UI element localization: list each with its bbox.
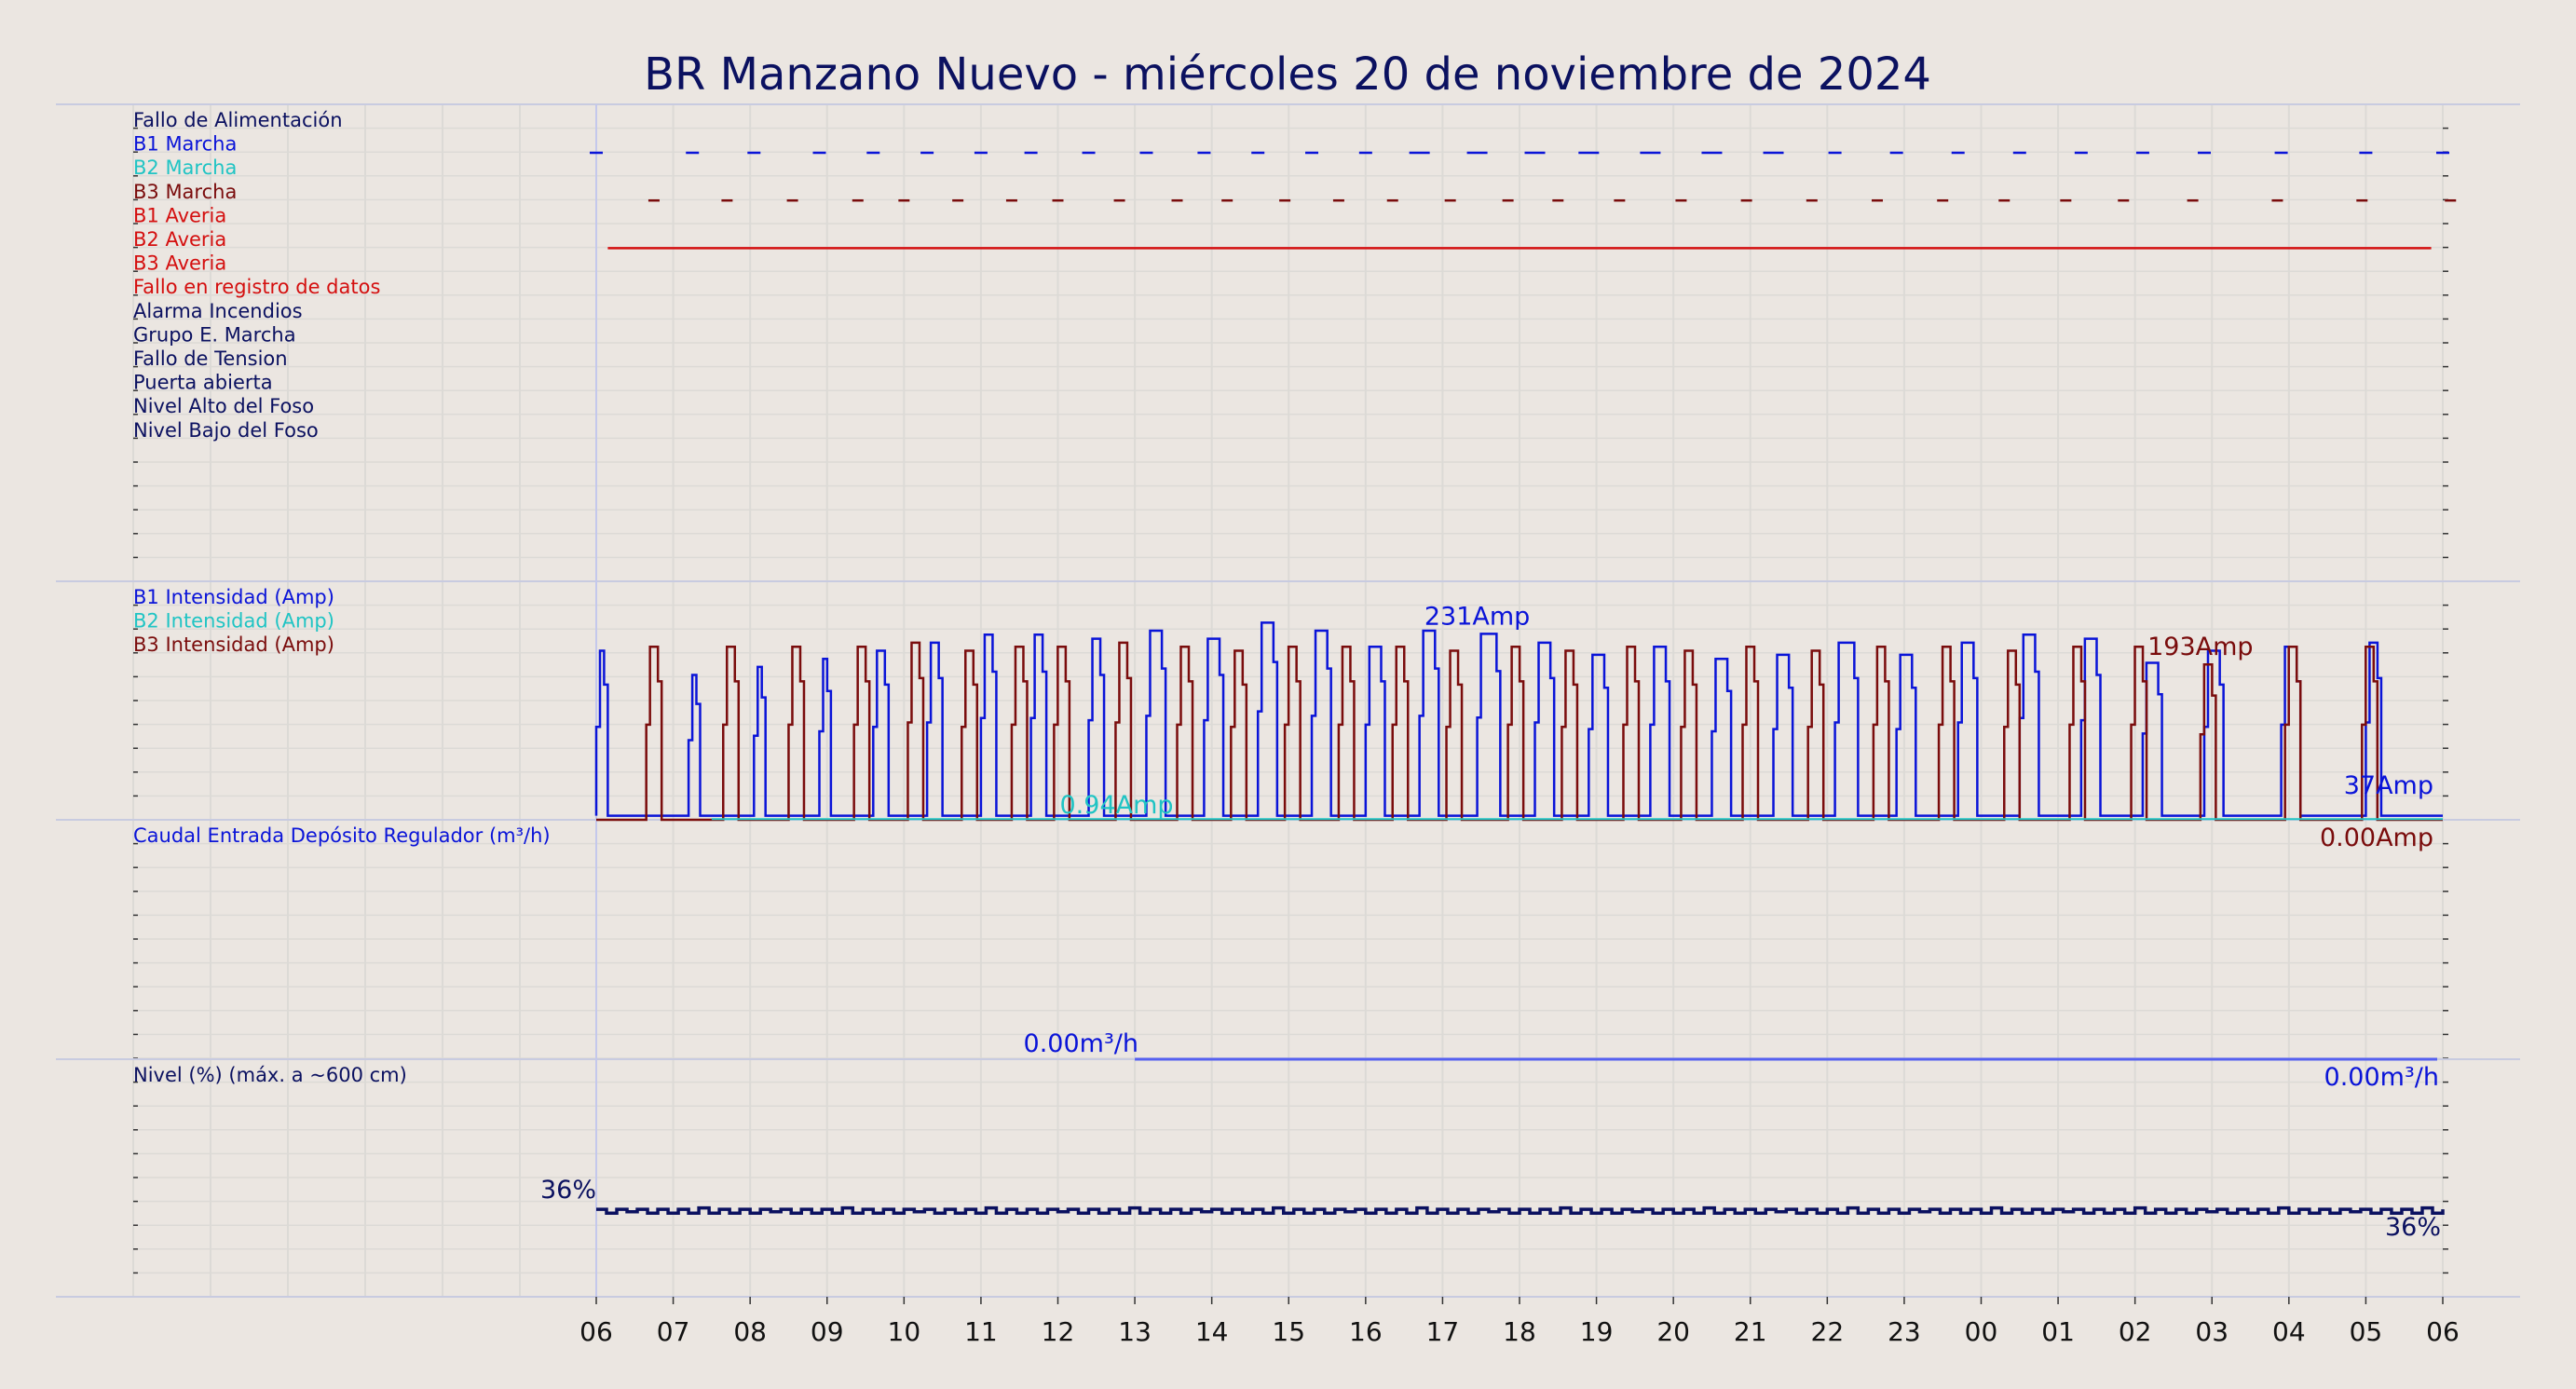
digital-signal-label: B3 Marcha bbox=[133, 181, 237, 203]
flow-annotation: 0.00m³/h bbox=[2324, 1063, 2439, 1092]
level-series bbox=[596, 1205, 2445, 1215]
x-tick-label: 04 bbox=[2272, 1316, 2306, 1347]
digital-signal-label: B2 Marcha bbox=[133, 157, 237, 179]
b1-intensity-series bbox=[594, 621, 2443, 817]
level-annotation: 36% bbox=[2385, 1213, 2441, 1242]
intensity-panel: B1 Intensidad (Amp)B2 Intensidad (Amp)B3… bbox=[133, 586, 2443, 852]
level-label: Nivel (%) (máx. a ~600 cm) bbox=[133, 1064, 407, 1086]
x-tick-label: 02 bbox=[2119, 1316, 2152, 1347]
intensity-annotation: 0.94Amp bbox=[1060, 791, 1174, 820]
x-tick-label: 01 bbox=[2041, 1316, 2075, 1347]
x-tick-label: 06 bbox=[2426, 1316, 2460, 1347]
digital-signal-label: B3 Averia bbox=[133, 252, 226, 275]
level-annotation: 36% bbox=[540, 1176, 596, 1205]
intensity-annotation: 231Amp bbox=[1424, 602, 1530, 631]
flow-label: Caudal Entrada Depósito Regulador (m³/h) bbox=[133, 824, 551, 847]
digital-signal-label: Nivel Bajo del Foso bbox=[133, 419, 319, 442]
x-tick-label: 22 bbox=[1811, 1316, 1845, 1347]
x-tick-label: 12 bbox=[1042, 1316, 1075, 1347]
x-tick-label: 15 bbox=[1272, 1316, 1305, 1347]
digital-signal-label: B1 Marcha bbox=[133, 133, 237, 156]
x-tick-label: 07 bbox=[657, 1316, 690, 1347]
digital-signal-label: B2 Averia bbox=[133, 228, 226, 251]
digital-signal-label: Nivel Alto del Foso bbox=[133, 395, 314, 417]
intensity-label: B1 Intensidad (Amp) bbox=[133, 586, 334, 608]
x-tick-label: 16 bbox=[1349, 1316, 1383, 1347]
flow-annotation: 0.00m³/h bbox=[1024, 1029, 1138, 1058]
digital-signal-label: Fallo de Tension bbox=[133, 347, 288, 370]
b3-intensity-series bbox=[596, 641, 2443, 822]
digital-signal-label: Fallo en registro de datos bbox=[133, 276, 380, 298]
x-tick-label: 05 bbox=[2350, 1316, 2383, 1347]
intensity-label: B3 Intensidad (Amp) bbox=[133, 633, 334, 656]
digital-signal-label: B1 Averia bbox=[133, 204, 226, 226]
x-tick-label: 21 bbox=[1734, 1316, 1767, 1347]
digital-signal-label: Alarma Incendios bbox=[133, 300, 303, 322]
x-tick-label: 08 bbox=[733, 1316, 767, 1347]
intensity-annotation: 0.00Amp bbox=[2320, 824, 2433, 852]
x-tick-label: 17 bbox=[1426, 1316, 1460, 1347]
x-tick-label: 06 bbox=[579, 1316, 613, 1347]
x-tick-label: 03 bbox=[2195, 1316, 2228, 1347]
x-tick-label: 11 bbox=[964, 1316, 998, 1347]
x-tick-label: 20 bbox=[1656, 1316, 1690, 1347]
digital-signal-label: Grupo E. Marcha bbox=[133, 323, 296, 346]
x-tick-label: 09 bbox=[811, 1316, 844, 1347]
intensity-annotation: 193Amp bbox=[2147, 633, 2253, 661]
x-tick-label: 13 bbox=[1118, 1316, 1152, 1347]
level-panel: Nivel (%) (máx. a ~600 cm) 36% 36% bbox=[133, 1064, 2445, 1242]
x-tick-label: 10 bbox=[888, 1316, 921, 1347]
x-tick-label: 00 bbox=[1965, 1316, 1998, 1347]
flow-panel: Caudal Entrada Depósito Regulador (m³/h)… bbox=[133, 824, 2439, 1092]
chart-title: BR Manzano Nuevo - miércoles 20 de novie… bbox=[644, 48, 1931, 101]
x-tick-label: 14 bbox=[1195, 1316, 1229, 1347]
x-tick-label: 18 bbox=[1503, 1316, 1536, 1347]
x-axis: 06 07 08 09 10 11 12 13 14 15 16 17 18 19 20 21 22 23 00 01… bbox=[579, 1297, 2460, 1347]
x-tick-label: 19 bbox=[1580, 1316, 1614, 1347]
digital-signal-label: Puerta abierta bbox=[133, 372, 273, 394]
intensity-annotation: 37Amp bbox=[2344, 771, 2433, 800]
intensity-label: B2 Intensidad (Amp) bbox=[133, 610, 334, 633]
x-tick-label: 23 bbox=[1888, 1316, 1921, 1347]
digital-signal-label: Fallo de Alimentación bbox=[133, 109, 343, 131]
